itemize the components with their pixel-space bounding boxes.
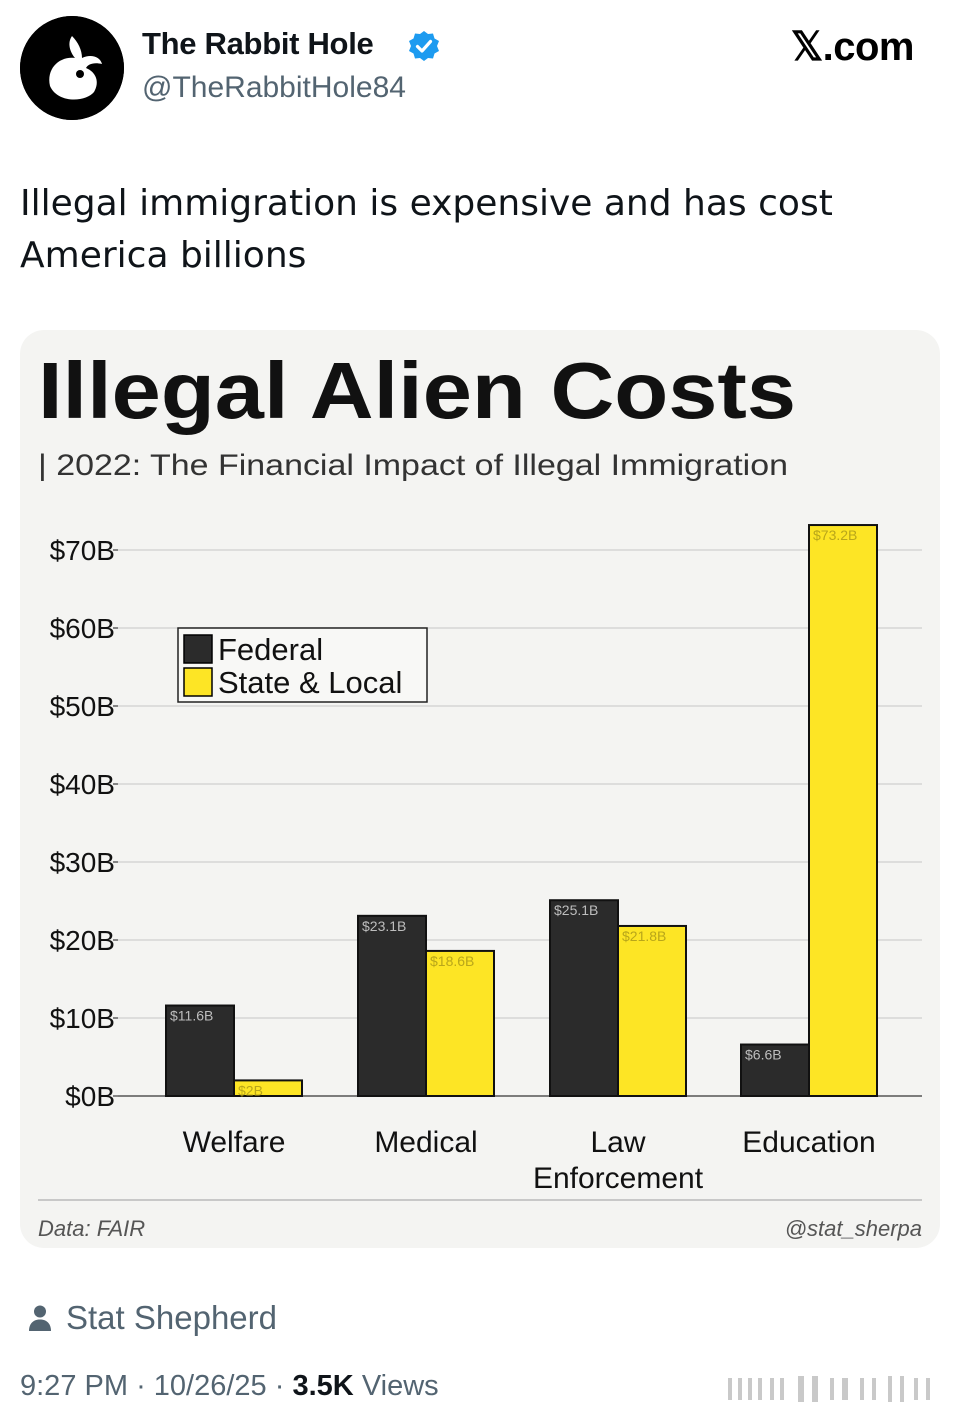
bar bbox=[740, 1043, 810, 1098]
bar bbox=[233, 1079, 303, 1098]
bar-chart: $0B $10B $20B $30B $40B $50B $60B $70B $11.6B $2B… bbox=[38, 346, 922, 1241]
y-tick-label: $0B bbox=[65, 1081, 115, 1112]
legend-swatch-state-local bbox=[183, 667, 213, 697]
chart-subtitle: | 2022: The Financial Impact of Illegal … bbox=[38, 449, 788, 482]
tweet-date[interactable]: 10/26/25 bbox=[153, 1370, 267, 1402]
bar-value-label: $11.6B bbox=[170, 1008, 213, 1024]
x-tick-label: Enforcement bbox=[533, 1162, 704, 1195]
tweet-time[interactable]: 9:27 PM bbox=[20, 1370, 128, 1402]
bar-value-label: $73.2B bbox=[813, 527, 857, 543]
meta-separator: · bbox=[274, 1370, 285, 1402]
chart-legend: Federal State & Local bbox=[177, 627, 428, 703]
x-tick-label: Welfare bbox=[183, 1126, 286, 1159]
tweet-text: Illegal immigration is expensive and has… bbox=[20, 178, 920, 282]
tweet-text-line: Illegal immigration is expensive and has… bbox=[20, 183, 833, 224]
author-handle[interactable]: @TheRabbitHole84 bbox=[142, 71, 406, 104]
chart-credit: @stat_sherpa bbox=[785, 1216, 922, 1241]
legend-label-federal: Federal bbox=[218, 632, 323, 667]
chart-title: Illegal Alien Costs bbox=[38, 346, 796, 435]
x-tick-label: Medical bbox=[374, 1126, 477, 1159]
attribution-name[interactable]: Stat Shepherd bbox=[66, 1299, 277, 1336]
legend-label-state-local: State & Local bbox=[218, 665, 402, 700]
y-tick-label: $70B bbox=[50, 535, 115, 566]
bar-value-label: $2B bbox=[238, 1082, 263, 1098]
attribution[interactable]: Stat Shepherd bbox=[28, 1296, 277, 1340]
y-tick-label: $20B bbox=[50, 925, 115, 956]
y-tick-label: $40B bbox=[50, 769, 115, 800]
views-label: Views bbox=[361, 1370, 439, 1402]
y-tick-label: $10B bbox=[50, 1003, 115, 1034]
bar bbox=[549, 899, 619, 1097]
verified-badge-icon bbox=[409, 31, 439, 61]
y-tick-label: $50B bbox=[50, 691, 115, 722]
tweet-header: The Rabbit Hole @TheRabbitHole84 𝕏.com bbox=[0, 0, 960, 130]
bar bbox=[165, 1004, 235, 1098]
bar-value-label: $21.8B bbox=[622, 928, 666, 944]
bar-value-label: $6.6B bbox=[745, 1047, 782, 1063]
tweet-meta: 9:27 PM · 10/26/25 · 3.5K Views bbox=[20, 1370, 439, 1403]
x-tick-label: Law bbox=[590, 1126, 645, 1159]
x-tick-label: Education bbox=[742, 1126, 875, 1159]
avatar[interactable] bbox=[20, 16, 124, 120]
meta-separator: · bbox=[136, 1370, 146, 1402]
chart-image-card[interactable]: $0B $10B $20B $30B $40B $50B $60B $70B $11.6B $2B… bbox=[20, 330, 940, 1248]
bar-value-label: $25.1B bbox=[554, 902, 598, 918]
person-icon bbox=[29, 1305, 51, 1331]
views-count[interactable]: 3.5K bbox=[292, 1370, 354, 1402]
y-tick-label: $60B bbox=[50, 613, 115, 644]
bar bbox=[808, 524, 878, 1098]
bar bbox=[425, 949, 495, 1097]
y-tick-label: $30B bbox=[50, 847, 115, 878]
tweet-text-line: America billions bbox=[20, 235, 307, 276]
watermark-icon bbox=[728, 1376, 930, 1402]
chart-source: Data: FAIR bbox=[38, 1216, 145, 1241]
bar bbox=[617, 924, 687, 1098]
rabbit-logo-icon bbox=[20, 16, 124, 120]
bar-value-label: $18.6B bbox=[430, 953, 474, 969]
bar-value-label: $23.1B bbox=[362, 918, 406, 934]
legend-swatch-federal bbox=[183, 634, 213, 664]
bar bbox=[357, 914, 427, 1097]
author-display-name[interactable]: The Rabbit Hole bbox=[142, 26, 374, 61]
x-brand-logo: 𝕏.com bbox=[790, 25, 915, 69]
